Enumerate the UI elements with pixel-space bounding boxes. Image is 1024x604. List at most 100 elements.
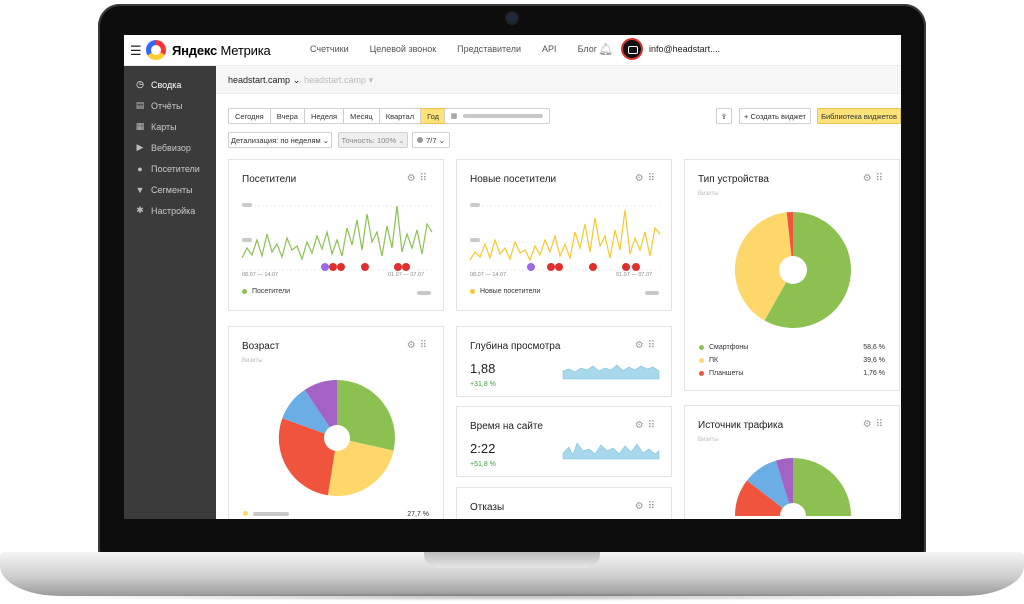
gear-icon[interactable]: ⚙ <box>406 173 420 184</box>
drag-handle-icon[interactable]: ⠿ <box>647 340 659 351</box>
drag-handle-icon[interactable]: ⠿ <box>419 340 431 351</box>
screen: ☰ Яндекс Метрика Счетчики Целевой звонок… <box>124 35 901 519</box>
pie-slice-smartphones[interactable] <box>764 212 852 328</box>
filter-dot-icon <box>417 137 424 143</box>
drag-handle-icon[interactable]: ⠿ <box>419 173 431 184</box>
legend-item[interactable]: Новые посетители <box>470 288 540 295</box>
sidebar-item-webvisor[interactable]: ▶ Вебвизор <box>124 137 216 158</box>
logo[interactable]: Яндекс Метрика <box>146 40 271 60</box>
widget-visitors: Посетители ⚙⠿ 08.07 — 14.07 01.07 — 07.0… <box>228 159 444 311</box>
sidebar-item-settings[interactable]: ✱ Настройка <box>124 200 216 221</box>
widget-page-depth: Глубина просмотра ⚙⠿ 1,88 +31,8 % <box>456 326 672 397</box>
annotation-marker[interactable] <box>321 263 329 271</box>
pie-slice-yellow[interactable] <box>327 438 394 497</box>
annotation-marker[interactable] <box>622 263 630 271</box>
drag-handle-icon[interactable]: ⠿ <box>875 419 887 430</box>
bell-icon[interactable]: 🔔︎ <box>598 42 614 56</box>
annotation-marker[interactable] <box>555 263 563 271</box>
filter-select[interactable]: 7/7 ⌄ <box>412 132 450 148</box>
period-quarter[interactable]: Квартал <box>379 108 422 124</box>
pie-slice-green[interactable] <box>793 458 851 516</box>
pie-slice-purple[interactable] <box>304 380 337 438</box>
period-selector: Сегодня Вчера Неделя Месяц Квартал Год <box>228 108 447 124</box>
chevron-down-icon: ⌄ <box>438 135 445 145</box>
webcam <box>507 13 517 23</box>
annotation-marker[interactable] <box>589 263 597 271</box>
legend-item-pc[interactable]: ПК <box>699 357 718 364</box>
sidebar-item-reports[interactable]: ▤ Отчёты <box>135 100 183 111</box>
legend-item-smartphones[interactable]: Смартфоны <box>699 344 748 351</box>
gear-icon[interactable]: ⚙ <box>862 419 876 430</box>
legend-item[interactable]: Посетители <box>242 288 290 295</box>
nav-target-call[interactable]: Целевой звонок <box>369 44 437 54</box>
widget-library-button[interactable]: Библиотека виджетов <box>817 108 901 124</box>
drag-handle-icon[interactable]: ⠿ <box>647 173 659 184</box>
legend-item-tablets[interactable]: Планшеты <box>699 370 743 377</box>
nav-blog[interactable]: Блог <box>577 44 598 54</box>
pie-slice-pc[interactable] <box>734 212 793 321</box>
period-month[interactable]: Месяц <box>344 108 380 124</box>
drag-handle-icon[interactable]: ⠿ <box>875 173 887 184</box>
period-week[interactable]: Неделя <box>304 108 345 124</box>
avatar[interactable] <box>621 38 643 60</box>
sidebar-item-maps[interactable]: ▦ Карты <box>135 121 177 132</box>
sidebar-item-visitors[interactable]: ● Посетители <box>124 158 216 179</box>
widget-new-visitors: Новые посетители ⚙⠿ 08.07 — 14.07 01.07 … <box>456 159 672 311</box>
new-visitors-line-chart <box>469 205 661 271</box>
gear-icon[interactable]: ⚙ <box>634 420 648 431</box>
date-range-picker[interactable]: ▦ <box>444 108 550 124</box>
gear-icon[interactable]: ⚙ <box>634 173 648 184</box>
legend-value: 1,76 % <box>863 370 885 377</box>
period-year[interactable]: Год <box>421 108 447 124</box>
annotation-marker[interactable] <box>329 263 337 271</box>
legend-item[interactable] <box>243 511 289 516</box>
metric-value: 2:22 <box>470 441 496 456</box>
period-yesterday[interactable]: Вчера <box>270 108 305 124</box>
annotation-marker[interactable] <box>547 263 555 271</box>
date-label-previous: 01.07 — 07.07 <box>616 272 653 278</box>
sidebar-item-segments[interactable]: ▼ Сегменты <box>135 184 193 195</box>
counter-selector-secondary[interactable]: headstart.camp ▾ <box>304 75 374 85</box>
annotation-marker[interactable] <box>527 263 535 271</box>
widget-tools: ⚙⠿ <box>635 340 659 351</box>
nav-counters[interactable]: Счетчики <box>310 44 349 54</box>
period-today[interactable]: Сегодня <box>228 108 271 124</box>
gear-icon[interactable]: ⚙ <box>634 501 648 512</box>
counter-selector[interactable]: headstart.camp ⌄ <box>228 75 301 85</box>
pie-slice-green[interactable] <box>337 380 395 451</box>
nav-representatives[interactable]: Представители <box>457 44 522 54</box>
pie-slice-red[interactable] <box>734 480 793 517</box>
time-sparkline <box>562 442 660 460</box>
drag-handle-icon[interactable]: ⠿ <box>647 501 659 512</box>
gear-icon[interactable]: ⚙ <box>634 340 648 351</box>
age-pie-chart <box>278 380 395 497</box>
gear-icon[interactable]: ⚙ <box>406 340 420 351</box>
annotation-marker[interactable] <box>361 263 369 271</box>
create-widget-button[interactable]: + Создать виджет <box>739 108 811 124</box>
gear-icon[interactable]: ⚙ <box>862 173 876 184</box>
annotation-marker[interactable] <box>394 263 402 271</box>
nav-api[interactable]: API <box>542 44 557 54</box>
pie-slice-purple[interactable] <box>775 458 793 516</box>
annotation-marker[interactable] <box>337 263 345 271</box>
share-button[interactable]: ⇪ <box>716 108 732 124</box>
pie-slice-blue[interactable] <box>747 460 793 516</box>
sidebar-item-summary[interactable]: ◷ Сводка <box>124 74 216 95</box>
report-icon: ▤ <box>135 100 145 110</box>
gear-icon: ✱ <box>136 205 144 215</box>
sidebar: ◷ Сводка ▤ Отчёты ▦ Карты ▶ Вебвизор ● Посети… <box>124 66 216 519</box>
user-email[interactable]: info@headstart.... <box>649 44 721 54</box>
pie-slice-red[interactable] <box>278 418 337 496</box>
detail-select[interactable]: Детализация: по неделям ⌄ <box>228 132 332 148</box>
pie-slice-blue[interactable] <box>282 389 337 438</box>
annotation-marker[interactable] <box>632 263 640 271</box>
annotation-marker[interactable] <box>402 263 410 271</box>
top-nav: Счетчики Целевой звонок Представители AP… <box>310 44 597 54</box>
pie-slice-tablets[interactable] <box>786 211 793 270</box>
axis-label-blurred <box>470 238 480 242</box>
accuracy-select[interactable]: Точность: 100% ⌄ <box>338 132 408 148</box>
widget-age: Возраст Визиты ⚙⠿ 27,7 % <box>228 326 444 519</box>
hamburger-menu-icon[interactable]: ☰ <box>130 43 142 58</box>
drag-handle-icon[interactable]: ⠿ <box>647 420 659 431</box>
